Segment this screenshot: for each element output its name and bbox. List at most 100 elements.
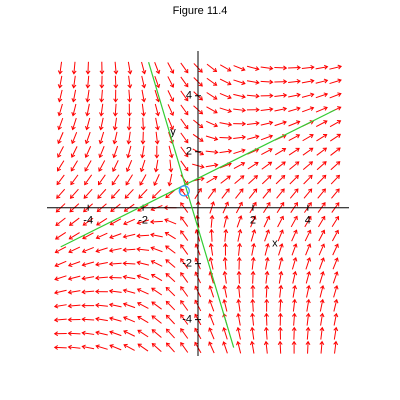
arrow-shaft (288, 80, 301, 83)
arrow-shaft (123, 233, 136, 238)
arrow-shaft (223, 215, 228, 228)
field-arrow (151, 189, 162, 199)
arrow-head (81, 262, 86, 267)
arrow-head (57, 125, 62, 131)
arrow-shaft (277, 229, 284, 242)
arrow-shaft (180, 258, 189, 269)
x-axis-label: x (272, 238, 278, 250)
field-arrow (237, 228, 243, 242)
field-arrow (233, 134, 247, 140)
arrow-head (323, 106, 328, 111)
arrow-shaft (238, 285, 241, 298)
field-arrow (180, 146, 189, 158)
arrow-head (337, 78, 342, 84)
arrow-head (195, 214, 200, 220)
arrow-head (320, 284, 325, 290)
field-arrow (149, 219, 163, 225)
arrow-shaft (95, 304, 108, 307)
arrow-head (264, 284, 270, 290)
arrow-head (141, 98, 147, 103)
field-arrow (208, 299, 215, 312)
arrow-shaft (82, 290, 95, 293)
arrow-head (213, 122, 219, 128)
field-arrow (180, 76, 189, 88)
arrow-shaft (246, 122, 259, 126)
field-arrow (277, 229, 284, 242)
field-arrow (304, 229, 312, 242)
arrow-shaft (233, 65, 245, 71)
arrow-shaft (252, 271, 254, 284)
arrow-shaft (301, 80, 314, 84)
arrow-shaft (210, 243, 214, 256)
arrow-shaft (82, 345, 95, 350)
arrow-head (95, 330, 100, 336)
arrow-shaft (155, 131, 159, 144)
arrow-head (123, 316, 128, 321)
arrow-head (336, 120, 342, 125)
arrow-head (155, 83, 161, 89)
arrow-head (169, 153, 174, 159)
arrow-head (337, 64, 342, 70)
arrow-shaft (206, 120, 218, 127)
field-arrow (180, 300, 189, 311)
arrow-shaft (114, 75, 117, 88)
field-arrow (305, 257, 312, 270)
field-arrow (57, 89, 63, 103)
arrow-head (334, 257, 339, 262)
field-arrow (289, 161, 300, 170)
arrow-shaft (68, 346, 81, 349)
arrow-shaft (167, 118, 174, 130)
arrow-head (108, 261, 114, 267)
field-arrow (291, 257, 298, 270)
arrow-shaft (316, 147, 327, 156)
arrow-head (180, 272, 185, 277)
arrow-shaft (224, 257, 227, 270)
arrow-head (180, 286, 185, 291)
field-arrow (331, 229, 339, 242)
field-arrow (154, 131, 160, 145)
arrow-head (208, 256, 214, 262)
arrow-shaft (180, 272, 189, 283)
arrow-shaft (332, 244, 339, 256)
field-arrow (260, 79, 274, 85)
arrow-shaft (55, 260, 67, 267)
field-arrow (302, 106, 315, 113)
arrow-head (53, 303, 59, 309)
arrow-shaft (154, 103, 159, 116)
field-arrow (84, 131, 91, 145)
arrow-shaft (279, 299, 282, 312)
arrow-head (199, 123, 204, 129)
arrow-head (227, 122, 233, 127)
arrow-shaft (250, 229, 256, 242)
field-arrow (260, 106, 274, 112)
field-arrow (205, 149, 219, 155)
arrow-head (184, 166, 189, 172)
field-arrow (318, 215, 326, 228)
field-arrow (180, 62, 189, 74)
arrow-head (236, 298, 242, 304)
arrow-head (264, 256, 270, 262)
field-arrow (180, 258, 189, 269)
field-arrow (139, 159, 146, 173)
arrow-head (127, 84, 133, 89)
arrow-shaft (180, 174, 189, 185)
arrow-head (69, 194, 75, 199)
arrow-shaft (127, 61, 131, 74)
arrow-shaft (96, 345, 108, 350)
field-arrow (165, 300, 176, 311)
field-arrow (221, 188, 230, 199)
field-arrow (97, 188, 107, 199)
arrow-head (278, 312, 283, 317)
field-arrow (316, 161, 327, 171)
field-arrow (113, 75, 119, 89)
field-arrow (278, 284, 284, 298)
arrow-head (111, 194, 116, 199)
arrow-shaft (305, 257, 311, 270)
arrow-head (306, 257, 312, 262)
arrow-head (96, 221, 101, 226)
arrow-head (85, 112, 90, 117)
field-arrow (246, 107, 260, 113)
field-arrow (291, 243, 298, 256)
arrow-shaft (238, 243, 241, 256)
field-arrow (264, 229, 271, 242)
